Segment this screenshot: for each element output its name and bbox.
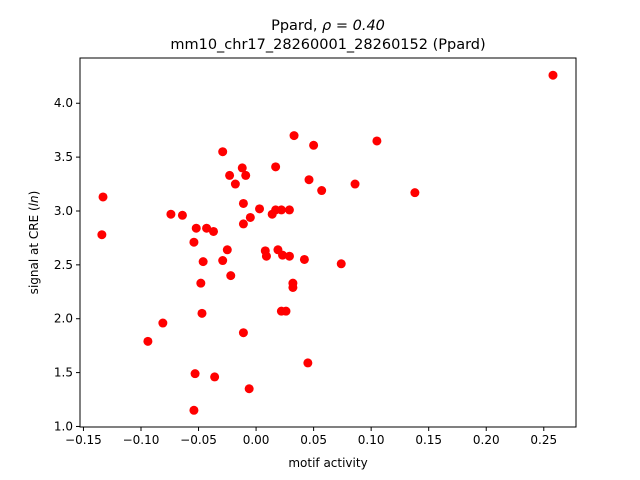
- data-point: [309, 140, 319, 150]
- y-axis-label-prefix: signal at CRE (: [27, 206, 41, 294]
- data-point: [281, 306, 291, 316]
- data-point: [230, 179, 240, 189]
- x-tick-label: −0.10: [123, 433, 160, 447]
- data-point: [198, 257, 208, 267]
- x-tick-label: 0.25: [530, 433, 557, 447]
- y-tick-label: 1.0: [54, 419, 73, 433]
- data-points: [97, 70, 558, 415]
- data-point: [197, 308, 207, 318]
- y-tick-label: 3.5: [54, 150, 73, 164]
- x-tick-label: 0.20: [473, 433, 500, 447]
- data-point: [196, 278, 206, 288]
- data-point: [288, 282, 298, 292]
- data-point: [238, 198, 248, 208]
- y-axis-label-italic: ln: [27, 195, 41, 206]
- y-tick-label: 3.0: [54, 204, 73, 218]
- data-point: [289, 131, 299, 141]
- data-point: [255, 204, 265, 214]
- data-point: [336, 259, 346, 269]
- data-point: [267, 209, 277, 219]
- data-point: [189, 405, 199, 415]
- data-point: [278, 250, 288, 260]
- data-point: [238, 219, 248, 229]
- y-tick-label: 4.0: [54, 96, 73, 110]
- data-point: [210, 372, 220, 382]
- y-tick-label: 2.0: [54, 312, 73, 326]
- data-point: [271, 162, 281, 172]
- data-point: [177, 210, 187, 220]
- data-point: [190, 369, 200, 379]
- x-tick-label: 0.10: [358, 433, 385, 447]
- data-point: [189, 237, 199, 247]
- x-tick-label: −0.05: [180, 433, 217, 447]
- data-point: [97, 230, 107, 240]
- y-tick-label: 1.5: [54, 366, 73, 380]
- data-point: [284, 205, 294, 215]
- data-point: [303, 358, 313, 368]
- data-point: [218, 147, 228, 157]
- data-point: [98, 192, 108, 202]
- chart-title-prefix: Ppard,: [271, 18, 322, 34]
- chart-title-line1: Ppard, ρ = 0.40: [271, 18, 385, 34]
- data-point: [245, 212, 255, 222]
- y-axis-label-suffix: ): [27, 191, 41, 196]
- x-tick-label: −0.15: [65, 433, 102, 447]
- data-point: [202, 223, 212, 233]
- data-point: [241, 170, 251, 180]
- x-tick-label: 0.05: [300, 433, 327, 447]
- chart-title-rho: ρ = 0.40: [322, 18, 385, 34]
- data-point: [304, 175, 314, 185]
- data-point: [158, 318, 168, 328]
- data-point: [261, 251, 271, 261]
- y-tick-label: 2.5: [54, 258, 73, 272]
- data-point: [350, 179, 360, 189]
- plot-area: [79, 57, 577, 428]
- y-axis-label: signal at CRE (ln): [27, 191, 41, 295]
- data-point: [372, 136, 382, 146]
- data-point: [244, 384, 254, 394]
- data-point: [191, 223, 201, 233]
- data-point: [225, 170, 235, 180]
- data-point: [222, 245, 232, 255]
- x-axis-ticks: −0.15 −0.10 −0.05 0.00 0.05 0.10 0.15 0.20 0.25: [65, 427, 557, 447]
- data-point: [238, 328, 248, 338]
- data-point: [276, 205, 286, 215]
- y-axis-ticks: 1.0 1.5 2.0 2.5 3.0 3.5 4.0: [54, 96, 80, 433]
- x-tick-label: 0.15: [415, 433, 442, 447]
- data-point: [237, 163, 247, 173]
- x-axis-label: motif activity: [288, 456, 367, 470]
- data-point: [143, 336, 153, 346]
- data-point: [548, 70, 558, 80]
- chart-title-line2: mm10_chr17_28260001_28260152 (Ppard): [170, 37, 485, 53]
- data-point: [226, 271, 236, 281]
- data-point: [299, 254, 309, 264]
- data-point: [284, 251, 294, 261]
- data-point: [317, 186, 327, 196]
- x-tick-label: 0.00: [243, 433, 270, 447]
- data-point: [166, 209, 176, 219]
- data-point: [208, 226, 218, 236]
- data-point: [218, 256, 228, 266]
- data-point: [410, 188, 420, 198]
